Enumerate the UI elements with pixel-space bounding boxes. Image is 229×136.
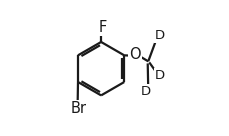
Text: D: D <box>154 29 164 42</box>
Text: D: D <box>140 85 150 98</box>
Text: F: F <box>98 20 106 35</box>
Text: O: O <box>128 47 140 61</box>
Text: Br: Br <box>70 101 86 117</box>
Text: D: D <box>154 69 164 82</box>
